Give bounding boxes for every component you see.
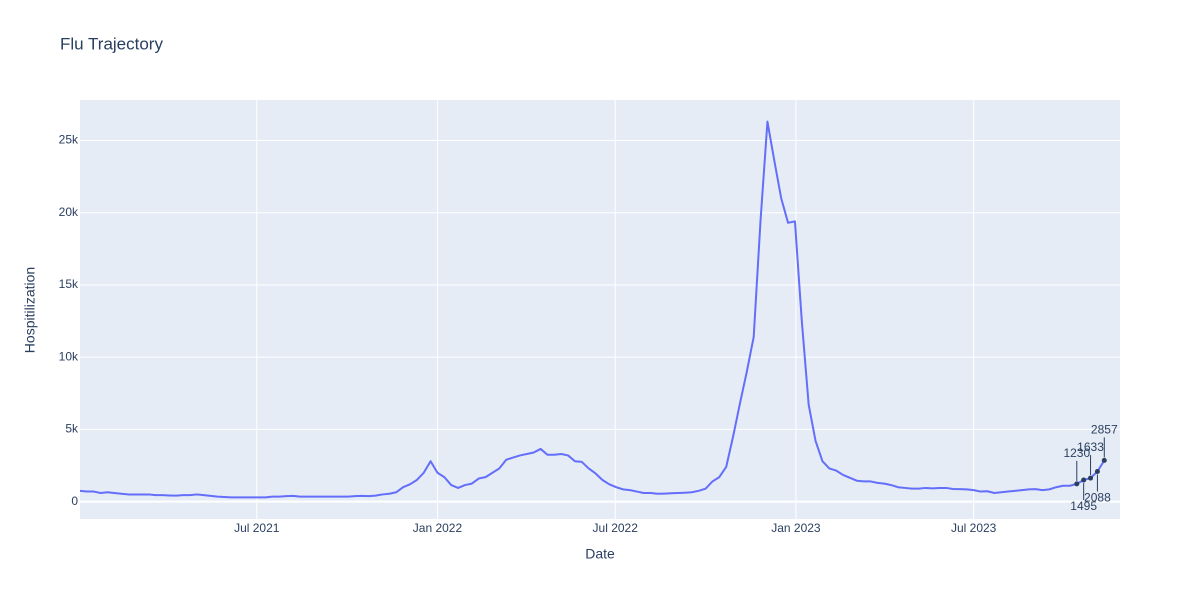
annotation-label: 1633 — [1077, 440, 1104, 454]
point-marker — [1101, 457, 1107, 463]
annotation-label: 2088 — [1084, 491, 1111, 505]
y-tick-label: 0 — [71, 494, 78, 508]
y-tick-label: 15k — [59, 277, 79, 291]
x-axis-title: Date — [585, 546, 615, 562]
x-tick-label: Jan 2023 — [771, 521, 821, 535]
x-tick-label: Jul 2022 — [593, 521, 639, 535]
point-marker — [1074, 481, 1080, 487]
x-tick-label: Jul 2021 — [234, 521, 280, 535]
y-tick-label: 20k — [59, 205, 79, 219]
annotation-label: 1495 — [1070, 499, 1097, 513]
plot-area — [80, 100, 1120, 519]
point-marker — [1094, 468, 1100, 474]
x-tick-label: Jan 2022 — [413, 521, 463, 535]
x-tick-label: Jul 2023 — [951, 521, 997, 535]
annotation-label: 1230 — [1063, 446, 1090, 460]
annotation-label: 2857 — [1091, 423, 1118, 437]
y-tick-label: 5k — [65, 422, 79, 436]
point-marker — [1081, 477, 1087, 483]
data-line — [79, 120, 1106, 499]
y-tick-label: 10k — [59, 349, 79, 363]
point-marker — [1088, 475, 1094, 481]
y-axis-title: Hospitilization — [22, 267, 38, 353]
chart-title: Flu Trajectory — [60, 34, 163, 53]
y-tick-label: 25k — [59, 133, 79, 147]
